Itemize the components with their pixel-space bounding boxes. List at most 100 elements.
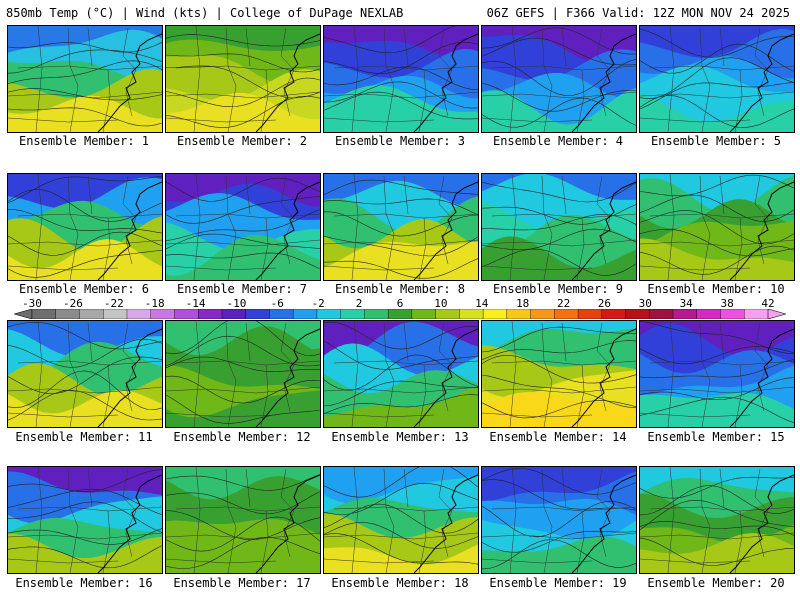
state-border xyxy=(324,91,478,99)
colorbar-tick-label: -18 xyxy=(144,297,165,310)
colorbar-tick-label: -14 xyxy=(185,297,206,310)
colorbar-tick-label: 10 xyxy=(434,297,448,310)
state-border xyxy=(640,265,751,271)
coastline xyxy=(571,33,636,132)
temperature-map xyxy=(482,26,636,132)
coastline xyxy=(413,328,478,427)
colorbar-swatch xyxy=(340,309,365,319)
temperature-map xyxy=(640,321,794,427)
coastline xyxy=(729,474,794,573)
ensemble-member-label: Ensemble Member: 1 xyxy=(18,134,150,148)
state-border xyxy=(418,510,427,573)
isotherm-contour xyxy=(482,468,636,495)
state-border xyxy=(491,506,636,512)
state-border xyxy=(67,27,79,132)
state-border xyxy=(561,468,567,508)
temperature-band xyxy=(482,536,636,573)
isotherm-contour xyxy=(482,82,636,112)
isotherm-contour xyxy=(324,81,478,109)
temperature-band xyxy=(166,92,320,132)
state-border xyxy=(509,26,517,132)
colorbar-tick-label: 14 xyxy=(475,297,489,310)
ensemble-map-panel xyxy=(165,466,321,574)
ensemble-map-panel xyxy=(165,173,321,281)
temperature-band xyxy=(482,392,636,427)
ensemble-map-panel xyxy=(481,320,637,428)
state-border xyxy=(166,412,277,418)
isotherm-contour xyxy=(482,37,636,66)
isotherm-contour xyxy=(166,77,320,108)
isotherm-contour xyxy=(482,539,636,570)
colorbar-strip xyxy=(14,309,786,319)
isotherm-contour xyxy=(640,95,794,128)
ensemble-member-label: Ensemble Member: 13 xyxy=(331,430,469,444)
ensemble-member-label: Ensemble Member: 16 xyxy=(15,576,153,590)
isotherm-contour xyxy=(8,488,162,515)
isotherm-contour xyxy=(482,326,636,353)
state-border xyxy=(403,322,409,362)
state-border xyxy=(324,386,478,394)
colorbar-swatch xyxy=(482,309,508,319)
temperature-band xyxy=(324,385,478,427)
coastline xyxy=(571,181,636,280)
ensemble-member-label: Ensemble Member: 18 xyxy=(331,576,469,590)
state-border xyxy=(193,467,201,573)
colorbar: -30 -26 -22 -18 -14 -10 -6 -2 2 6 10 14 18 22 26 30 34 38… xyxy=(14,297,786,323)
ensemble-map-panel xyxy=(481,466,637,574)
state-border xyxy=(8,532,162,540)
state-border xyxy=(333,360,478,366)
isotherm-contour xyxy=(324,522,478,549)
state-border xyxy=(561,27,567,67)
state-border xyxy=(649,213,794,219)
ensemble-member-label: Ensemble Member: 20 xyxy=(647,576,785,590)
state-border xyxy=(403,27,409,67)
isotherm-contour xyxy=(8,469,162,493)
colorbar-swatch xyxy=(459,309,484,319)
colorbar-swatch xyxy=(625,309,650,319)
state-border xyxy=(8,265,119,271)
ensemble-map-panel xyxy=(165,320,321,428)
state-border xyxy=(351,26,359,132)
colorbar-swatch xyxy=(744,309,769,319)
temperature-band xyxy=(8,533,162,573)
state-border xyxy=(67,468,79,573)
state-border xyxy=(35,174,43,280)
ensemble-member-label: Ensemble Member: 7 xyxy=(176,282,308,296)
temperature-map xyxy=(324,467,478,573)
isotherm-contour xyxy=(8,209,162,234)
state-border xyxy=(260,217,269,280)
state-border xyxy=(509,467,517,573)
isotherm-contour xyxy=(324,26,478,54)
state-border xyxy=(225,175,237,280)
colorbar-right-arrow xyxy=(767,309,786,319)
state-border xyxy=(67,322,79,427)
colorbar-swatch xyxy=(126,309,152,319)
state-border xyxy=(175,506,320,512)
isotherm-contour xyxy=(166,510,320,541)
ensemble-member-label: Ensemble Member: 12 xyxy=(173,430,311,444)
state-border xyxy=(649,65,794,71)
state-border xyxy=(418,364,427,427)
state-border xyxy=(166,117,277,123)
state-border xyxy=(8,239,162,247)
coastline xyxy=(571,328,636,427)
isotherm-contour xyxy=(482,500,636,538)
coastline xyxy=(255,33,320,132)
temperature-band xyxy=(8,95,162,132)
state-border xyxy=(260,510,269,573)
isotherm-contour xyxy=(482,27,636,55)
isotherm-contour xyxy=(640,321,794,355)
colorbar-tick-label: 26 xyxy=(597,297,612,310)
state-border xyxy=(193,321,201,427)
state-border xyxy=(333,65,478,71)
temperature-band xyxy=(324,544,478,573)
coastline xyxy=(571,474,636,573)
ensemble-map-panel xyxy=(323,466,479,574)
colorbar-tick-label: -6 xyxy=(270,297,284,310)
isotherm-contour xyxy=(166,34,320,47)
state-border xyxy=(418,217,427,280)
state-border xyxy=(719,27,725,67)
temperature-band xyxy=(166,540,320,573)
state-border xyxy=(640,239,794,247)
state-border xyxy=(576,217,585,280)
